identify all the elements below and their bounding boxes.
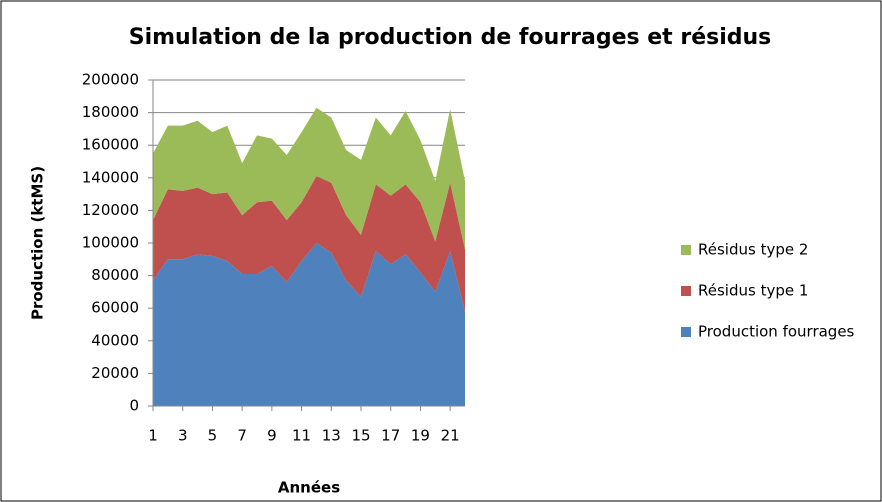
x-axis-title: Années [278, 479, 340, 497]
y-tick-label: 20000 [91, 364, 139, 382]
x-tick-label: 5 [208, 427, 218, 445]
y-tick-label: 200000 [82, 71, 139, 89]
legend-label: Production fourrages [698, 323, 855, 341]
y-tick-label: 140000 [82, 168, 139, 186]
y-tick-label: 80000 [91, 266, 139, 284]
x-tick-label: 13 [322, 427, 341, 445]
legend-swatch [681, 286, 691, 296]
x-tick-label: 21 [441, 427, 460, 445]
x-tick-label: 9 [267, 427, 277, 445]
x-tick-label: 1 [148, 427, 158, 445]
x-tick-label: 15 [351, 427, 370, 445]
y-tick-label: 0 [129, 397, 139, 415]
area [153, 176, 465, 312]
y-tick-label: 120000 [82, 201, 139, 219]
y-tick-label: 160000 [82, 136, 139, 154]
x-tick-label: 7 [237, 427, 247, 445]
x-tick-label: 3 [178, 427, 188, 445]
x-tick-label: 17 [381, 427, 400, 445]
x-tick-label: 11 [292, 427, 311, 445]
y-tick-label: 100000 [82, 234, 139, 252]
y-tick-label: 180000 [82, 103, 139, 121]
y-axis-title: Production (ktMS) [29, 166, 47, 320]
legend-swatch [681, 245, 691, 255]
legend-label: Résidus type 1 [698, 282, 808, 300]
legend-label: Résidus type 2 [698, 241, 808, 259]
legend-swatch [681, 327, 691, 337]
x-tick-label: 19 [411, 427, 430, 445]
area [153, 243, 465, 406]
chart-title: Simulation de la production de fourrages… [129, 25, 772, 50]
y-tick-label: 40000 [91, 331, 139, 349]
area [153, 107, 465, 250]
y-tick-label: 60000 [91, 299, 139, 317]
